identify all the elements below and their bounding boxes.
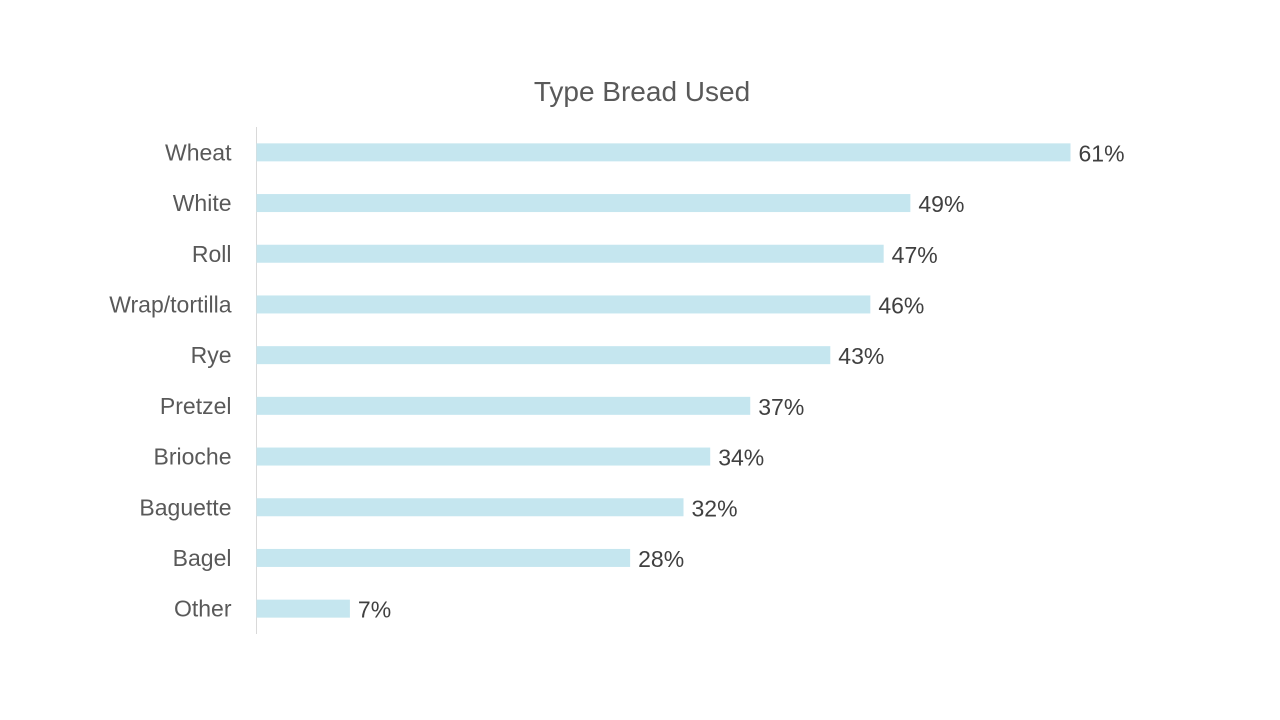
category-label: Roll (192, 241, 232, 267)
data-label: 32% (692, 495, 738, 521)
category-label: Rye (191, 342, 232, 368)
bar-other (256, 599, 350, 618)
data-label: 61% (1079, 140, 1125, 166)
data-label: 7% (358, 597, 391, 623)
category-label: Baguette (139, 494, 231, 520)
category-label: Wheat (165, 139, 232, 165)
category-label: Brioche (154, 444, 232, 470)
bar-pretzel (256, 396, 751, 415)
bar-wrap-tortilla (256, 295, 871, 314)
category-label: Pretzel (160, 393, 232, 419)
category-label: Wrap/tortilla (109, 291, 231, 317)
bar-baguette (256, 498, 684, 517)
data-label: 43% (838, 343, 884, 369)
data-label: 28% (638, 546, 684, 572)
category-label: Other (174, 596, 232, 622)
data-label: 47% (892, 242, 938, 268)
chart-title: Type Bread Used (533, 76, 751, 107)
data-label: 37% (758, 394, 804, 420)
bar-wheat (256, 143, 1071, 162)
data-label: 34% (718, 445, 764, 471)
bar-brioche (256, 447, 711, 466)
data-label: 49% (918, 191, 964, 217)
bar-white (256, 194, 911, 213)
bar-roll (256, 244, 884, 263)
data-label: 46% (878, 292, 924, 318)
bar-rye (256, 346, 831, 365)
bar-bagel (256, 548, 631, 567)
category-label: White (173, 190, 232, 216)
category-label: Bagel (173, 545, 232, 571)
